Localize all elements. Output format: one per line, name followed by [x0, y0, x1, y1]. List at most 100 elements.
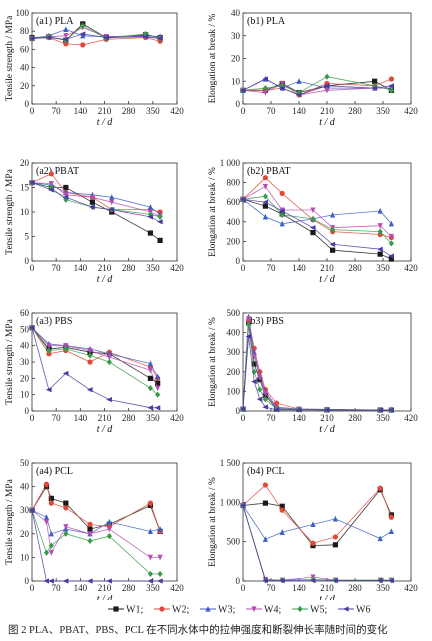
data-point-W4 — [106, 354, 112, 361]
y-tick-label: 50 — [20, 324, 30, 334]
legend-item-W6: W6 — [338, 605, 370, 616]
data-point-W6 — [62, 36, 69, 42]
y-tick-label: 80 — [20, 26, 30, 36]
data-point-W1 — [63, 184, 69, 191]
data-point-W4 — [388, 233, 394, 240]
y-tick-label: 30 — [20, 357, 30, 367]
data-point-W1 — [332, 542, 338, 548]
y-axis-label: Tensile strength / MPa — [5, 15, 15, 101]
data-point-W1 — [89, 199, 96, 205]
y-tick-label: 10 — [20, 552, 30, 562]
series-line-W2 — [242, 484, 392, 544]
x-tick-label: 140 — [292, 106, 306, 116]
data-point-W6 — [28, 35, 35, 42]
data-point-W5 — [372, 82, 378, 89]
data-point-W4 — [89, 194, 96, 201]
x-tick-label: 70 — [52, 106, 62, 116]
data-point-W5 — [63, 345, 69, 353]
data-point-W5 — [155, 391, 161, 398]
data-point-W1 — [147, 375, 154, 381]
data-point-W2 — [48, 500, 54, 506]
data-point-W6 — [256, 396, 263, 402]
series-line-W3 — [242, 505, 392, 540]
data-point-W6 — [377, 578, 383, 584]
data-point-W6 — [62, 370, 69, 377]
y-tick-label: 800 — [227, 178, 241, 188]
data-point-W2 — [274, 400, 280, 406]
panel-title: (b4) PCL — [247, 466, 285, 477]
data-point-W1 — [251, 361, 257, 367]
series-line-W6 — [242, 505, 392, 581]
data-point-W2 — [332, 534, 338, 540]
data-point-W6 — [295, 407, 302, 413]
y-tick-label: 1 000 — [220, 497, 241, 507]
series-line-W6 — [242, 336, 392, 411]
y-tick-label: 30 — [20, 505, 30, 515]
data-point-W4 — [157, 554, 163, 561]
y-tick-label: 0 — [236, 256, 241, 266]
data-point-W6 — [388, 253, 394, 259]
data-point-W6 — [62, 578, 69, 584]
y-axis-label: Elongation at break / % — [208, 317, 218, 407]
data-point-W6 — [388, 407, 394, 413]
y-tick-label: 300 — [227, 347, 241, 357]
y-tick-label: 1 000 — [220, 158, 241, 168]
legend-marker — [159, 606, 165, 612]
x-tick-label: 420 — [170, 413, 184, 423]
data-point-W6 — [154, 405, 161, 411]
legend-marker — [342, 606, 349, 612]
data-point-W6 — [262, 578, 268, 584]
legend-label: W6 — [356, 605, 370, 616]
data-point-W1 — [330, 247, 336, 253]
data-point-W3 — [279, 220, 285, 227]
data-point-W2 — [262, 175, 268, 181]
x-tick-label: 210 — [320, 106, 334, 116]
y-tick-label: 40 — [20, 63, 30, 73]
data-point-W6 — [309, 578, 316, 584]
x-tick-label: 140 — [74, 413, 88, 423]
y-tick-label: 0 — [236, 99, 241, 109]
data-point-W6 — [142, 34, 149, 40]
figure-caption: 图 2 PLA、PBAT、PBS、PCL 在不同水体中的拉伸强度和断裂伸长率随时… — [8, 625, 388, 636]
y-tick-label: 1 500 — [220, 458, 241, 468]
series-line-W5 — [31, 510, 161, 575]
series-line-W2 — [31, 173, 161, 213]
y-tick-label: 50 — [20, 458, 30, 468]
data-point-W5 — [388, 87, 394, 94]
data-point-W4 — [147, 554, 154, 561]
data-point-W5 — [310, 215, 316, 222]
data-point-W3 — [296, 78, 302, 84]
y-axis-label: Tensile strength / MPa — [5, 318, 15, 404]
y-tick-label: 10 — [231, 76, 241, 86]
y-tick-label: 40 — [231, 8, 241, 18]
data-point-W4 — [262, 183, 268, 190]
y-axis-label: Elongation at break / % — [208, 167, 218, 257]
data-point-W6 — [86, 578, 93, 584]
legend-svg: W1; W2; W3; W4; W5; W6 — [108, 605, 370, 616]
y-tick-label: 0 — [25, 576, 30, 586]
x-tick-label: 0 — [30, 106, 35, 116]
y-tick-label: 200 — [227, 367, 241, 377]
x-tick-label: 420 — [404, 263, 418, 273]
series-line-W6 — [31, 327, 158, 409]
data-point-W4 — [63, 192, 69, 198]
data-point-W4 — [48, 180, 54, 187]
data-point-W5 — [87, 537, 93, 544]
y-tick-label: 100 — [16, 8, 30, 18]
x-axis-label: t / d — [319, 117, 336, 128]
data-point-W1 — [262, 500, 268, 506]
data-point-W3 — [63, 26, 69, 32]
data-point-W5 — [246, 321, 252, 328]
data-point-W1 — [262, 203, 268, 209]
data-point-W5 — [80, 22, 86, 29]
y-tick-label: 20 — [20, 373, 30, 383]
data-point-W5 — [157, 213, 163, 220]
data-point-W4 — [246, 316, 252, 322]
legend-marker — [205, 605, 211, 612]
y-tick-label: 0 — [25, 256, 30, 266]
x-tick-label: 140 — [74, 263, 88, 273]
data-point-W5 — [106, 533, 112, 540]
data-point-W3 — [147, 528, 154, 535]
